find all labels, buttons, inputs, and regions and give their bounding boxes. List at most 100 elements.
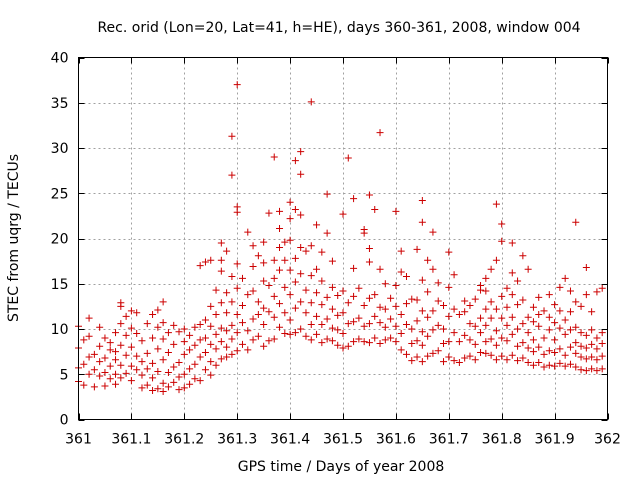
y-tick-label: 20 [51, 232, 69, 248]
data-point [270, 256, 278, 264]
data-point [471, 295, 479, 303]
data-point [529, 318, 537, 326]
data-point [138, 358, 146, 366]
data-point [519, 339, 527, 347]
data-point [117, 320, 125, 328]
y-tick-label: 15 [51, 277, 69, 293]
data-point [318, 248, 326, 256]
data-point [582, 344, 590, 352]
data-point [233, 203, 241, 211]
data-point [297, 270, 305, 278]
data-point [133, 366, 141, 374]
data-point [244, 228, 252, 236]
data-point [223, 327, 231, 335]
y-tick-label: 0 [60, 413, 69, 429]
chart-title: Rec. orid (Lon=20, Lat=41, h=HE), days 3… [97, 20, 580, 36]
data-point [344, 299, 352, 307]
data-point [238, 301, 246, 309]
data-point [577, 366, 585, 374]
data-point [223, 247, 231, 255]
data-point [450, 271, 458, 279]
data-point [535, 343, 543, 351]
data-point [572, 363, 580, 371]
data-point [566, 326, 574, 334]
data-point [588, 308, 596, 316]
data-point [471, 322, 479, 330]
data-point [508, 330, 516, 338]
data-point [233, 347, 241, 355]
data-point [127, 324, 135, 332]
data-point [418, 307, 426, 315]
data-point [556, 324, 564, 332]
y-tick-label: 40 [51, 51, 69, 67]
data-point [339, 330, 347, 338]
data-point [566, 287, 574, 295]
data-point [127, 377, 135, 385]
data-point [276, 225, 284, 233]
data-point [154, 385, 162, 393]
data-point [318, 320, 326, 328]
data-point [445, 283, 453, 291]
data-point [588, 326, 596, 334]
data-point [524, 344, 532, 352]
data-point [440, 301, 448, 309]
data-point [355, 284, 363, 292]
data-point [276, 300, 284, 308]
data-point [217, 239, 225, 247]
data-point [387, 334, 395, 342]
axis-ticks [78, 57, 609, 421]
data-point [265, 308, 273, 316]
data-point [228, 273, 236, 281]
data-point [238, 274, 246, 282]
data-point [249, 263, 257, 271]
data-point [577, 329, 585, 337]
data-point [96, 372, 104, 380]
data-point [138, 384, 146, 392]
y-tick-label: 30 [51, 141, 69, 157]
data-point [159, 387, 167, 395]
data-point [556, 283, 564, 291]
data-point [90, 350, 98, 358]
data-point [154, 345, 162, 353]
data-point [254, 311, 262, 319]
data-point [566, 360, 574, 368]
data-point [85, 353, 93, 361]
data-point [186, 346, 194, 354]
data-point [577, 302, 585, 310]
data-point [376, 265, 384, 273]
data-point [196, 336, 204, 344]
data-point [302, 332, 310, 340]
data-point [143, 349, 151, 357]
data-point [217, 267, 225, 275]
data-point [233, 284, 241, 292]
data-point [365, 191, 373, 199]
data-point [334, 326, 342, 334]
data-point [297, 298, 305, 306]
x-tick-label: 361.1 [111, 432, 151, 448]
data-point [598, 284, 606, 292]
data-point [365, 320, 373, 328]
data-point [207, 322, 215, 330]
data-point [477, 329, 485, 337]
data-point [477, 314, 485, 322]
data-point [106, 339, 114, 347]
data-point [344, 154, 352, 162]
data-point [186, 380, 194, 388]
data-point [270, 292, 278, 300]
data-point [445, 248, 453, 256]
data-point [450, 357, 458, 365]
data-point [487, 265, 495, 273]
data-point [201, 366, 209, 374]
data-point [466, 320, 474, 328]
data-point [360, 301, 368, 309]
data-point [175, 328, 183, 336]
data-point [498, 314, 506, 322]
data-point [101, 382, 109, 390]
x-axis-label: GPS time / Days of year 2008 [238, 459, 445, 475]
data-point [350, 264, 358, 272]
data-point [434, 279, 442, 287]
data-point [561, 362, 569, 370]
data-point [170, 378, 178, 386]
data-point [270, 153, 278, 161]
data-point [487, 298, 495, 306]
